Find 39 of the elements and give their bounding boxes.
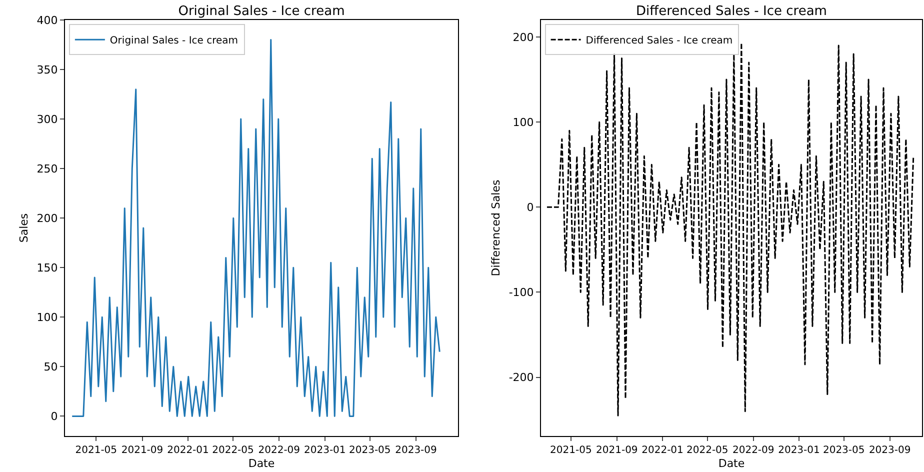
y-tick-label: 400: [36, 14, 58, 27]
y-axis-title: Sales: [17, 213, 30, 243]
x-tick-label: 2022-09: [732, 445, 774, 456]
legend-label: Original Sales - Ice cream: [110, 36, 238, 47]
x-tick-label: 2023-09: [868, 445, 911, 456]
x-tick-label: 2022-09: [258, 445, 300, 456]
x-tick-label: 2022-01: [167, 445, 209, 456]
x-tick-label: 2023-01: [778, 445, 820, 456]
y-tick-label: 50: [44, 360, 58, 374]
y-tick-label: 150: [36, 261, 58, 274]
y-tick-label: 0: [50, 410, 58, 424]
x-axis-title: Date: [248, 457, 275, 470]
x-tick-label: 2021-09: [596, 445, 638, 456]
y-tick-label: 250: [36, 162, 58, 176]
chart-title: Original Sales - Ice cream: [178, 4, 345, 20]
y-tick-label: 0: [526, 201, 534, 214]
line-series: [546, 42, 914, 416]
y-tick-label: -200: [508, 371, 534, 384]
x-tick-label: 2023-09: [395, 445, 437, 456]
y-tick-label: 100: [512, 116, 534, 129]
legend-label: Differenced Sales - Ice cream: [586, 36, 733, 47]
x-tick-label: 2021-05: [550, 445, 592, 456]
x-tick-label: 2021-05: [75, 445, 118, 456]
y-tick-label: -100: [508, 286, 534, 300]
x-tick-label: 2023-05: [822, 445, 865, 456]
chart-title: Differenced Sales - Ice cream: [636, 4, 827, 20]
x-tick-label: 2021-09: [121, 445, 164, 456]
y-tick-label: 300: [36, 112, 58, 126]
y-tick-label: 100: [36, 310, 58, 324]
x-tick-label: 2022-05: [212, 445, 254, 456]
x-tick-label: 2022-05: [686, 445, 728, 456]
y-tick-label: 200: [36, 212, 58, 225]
x-tick-label: 2023-05: [348, 445, 391, 456]
x-tick-label: 2023-01: [304, 445, 346, 456]
y-axis-title: Differenced Sales: [489, 180, 502, 276]
x-tick-label: 2022-01: [642, 445, 684, 456]
x-axis-title: Date: [718, 457, 745, 470]
y-tick-label: 200: [512, 30, 534, 44]
y-tick-label: 350: [36, 63, 58, 76]
